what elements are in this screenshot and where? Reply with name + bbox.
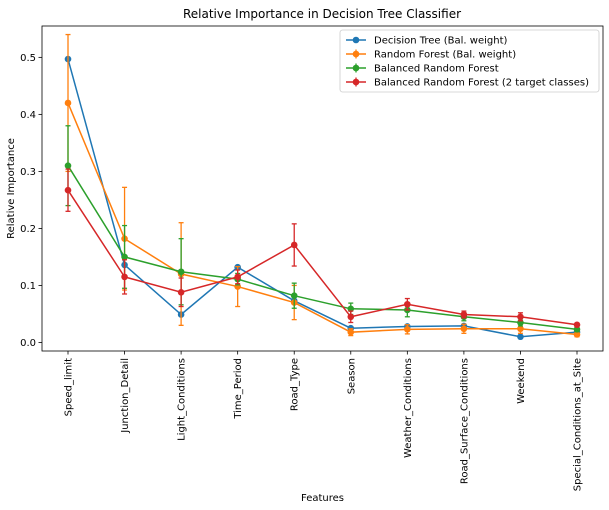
legend-entry: Random Forest (Bal. weight) [374, 50, 516, 61]
data-point [573, 331, 581, 338]
x-tick-label: Season [346, 358, 357, 394]
series-4 [64, 168, 581, 329]
series-3 [64, 125, 581, 333]
series-line [67, 102, 578, 336]
data-point [573, 326, 581, 333]
legend-entry: Decision Tree (Bal. weight) [374, 36, 508, 47]
x-tick-label: Road_Surface_Conditions [459, 358, 470, 484]
y-tick-label: 0.1 [20, 281, 36, 292]
y-tick-label: 0.3 [20, 167, 36, 178]
y-tick-label: 0.4 [20, 110, 36, 121]
data-point [404, 326, 411, 333]
data-point [64, 99, 72, 107]
data-point [573, 321, 581, 329]
data-point [404, 300, 411, 308]
legend-marker [352, 36, 360, 44]
y-tick-label: 0.5 [20, 53, 36, 64]
data-point [290, 292, 298, 299]
y-tick-label: 0.2 [20, 224, 36, 235]
x-tick-label: Light_Conditions [177, 358, 188, 441]
data-point [347, 313, 355, 321]
data-point [517, 313, 524, 321]
x-tick-label: Junction_Detail [120, 358, 131, 434]
data-point [121, 253, 128, 261]
data-point [177, 288, 185, 296]
x-tick-label: Road_Type [290, 358, 301, 411]
x-axis-title: Features [301, 493, 344, 504]
legend-marker [352, 50, 360, 58]
legend-entry: Balanced Random Forest [374, 64, 499, 75]
plot-area [64, 33, 581, 341]
chart-title: Relative Importance in Decision Tree Cla… [183, 7, 461, 21]
x-tick-label: Time_Period [233, 358, 244, 420]
data-point [64, 186, 72, 194]
data-point [64, 162, 72, 169]
x-tick-label: Special_Conditions_at_Site [573, 358, 584, 491]
axes: 0.0 0.1 0.2 0.3 0.4 0.5 Speed_limit Junction_De… [20, 53, 583, 491]
legend: Decision Tree (Bal. weight) Random Forest… [339, 29, 600, 93]
series-line [67, 165, 578, 331]
data-point [460, 311, 468, 318]
data-point [121, 273, 128, 281]
plot-frame [41, 25, 604, 352]
legend-marker [352, 78, 360, 86]
series-line [67, 189, 578, 326]
x-tick-label: Weather_Conditions [403, 358, 414, 458]
data-point [347, 328, 355, 336]
series-line [67, 58, 578, 338]
legend-marker [352, 64, 360, 72]
legend-entry: Balanced Random Forest (2 target classes… [374, 78, 589, 89]
data-point [290, 241, 298, 249]
x-tick-label: Weekend [516, 358, 527, 404]
y-tick-label: 0.0 [20, 338, 36, 349]
x-tick-label: Speed_limit [64, 358, 75, 416]
series-1 [64, 55, 581, 341]
data-point [234, 273, 241, 281]
data-point [177, 268, 185, 276]
data-point [517, 325, 524, 333]
legend-box [339, 29, 600, 93]
y-axis-title: Relative Importance [6, 138, 17, 239]
data-point [460, 325, 468, 333]
data-point [517, 333, 524, 341]
